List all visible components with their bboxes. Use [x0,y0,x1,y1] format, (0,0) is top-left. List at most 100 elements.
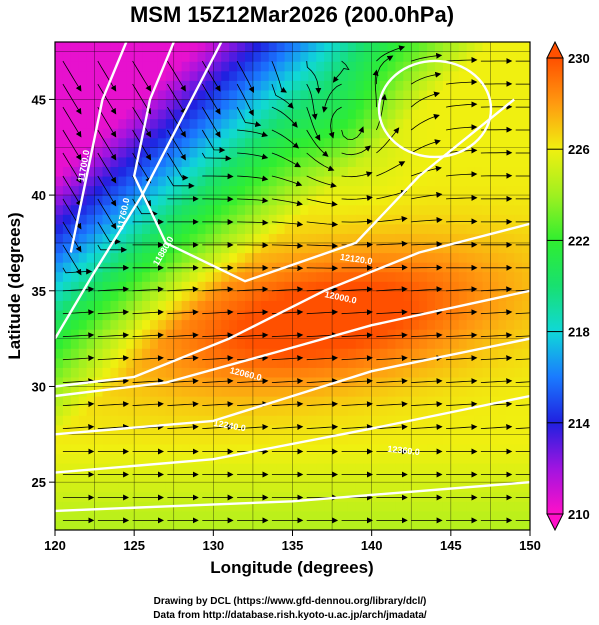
field-cell [260,118,270,129]
field-cell [371,396,381,407]
field-cell [157,300,167,311]
field-cell [173,89,183,101]
field-cell [118,242,127,254]
field-cell [292,482,302,493]
field-cell [142,214,151,225]
field-cell [55,300,64,311]
field-cell [522,482,530,493]
field-cell [229,61,238,72]
field-cell [110,242,119,254]
field-cell [221,405,230,416]
field-cell [102,329,112,340]
streamline-arrow [132,378,164,385]
field-cell [316,338,325,349]
field-cell [363,338,373,349]
field-cell [237,338,246,349]
field-cell [173,70,183,81]
field-cell [245,482,254,493]
field-cell [78,482,88,493]
field-cell [221,482,230,493]
field-cell [522,510,530,522]
field-cell [126,376,135,388]
field-cell [237,348,246,359]
field-cell [300,396,309,407]
field-cell [379,396,389,407]
field-cell [411,491,420,502]
field-cell [118,501,127,512]
field-cell [506,271,515,282]
field-cell [245,329,254,340]
field-cell [221,118,230,129]
field-cell [189,453,199,464]
field-cell [157,329,167,340]
streamline-arrow [62,309,95,316]
chart-title: MSM 15Z12Mar2026 (200.0hPa) [130,2,454,27]
field-cell [395,348,404,359]
field-cell [427,128,436,139]
streamline-arrow [62,332,95,339]
field-cell [347,51,357,62]
field-cell [102,128,112,139]
field-cell [62,99,72,110]
field-cell [522,51,530,62]
field-cell [466,386,476,397]
field-cell [55,42,64,53]
field-cell [292,434,302,445]
field-cell [411,453,420,464]
field-cell [371,405,381,416]
field-cell [332,300,341,311]
field-cell [157,510,167,522]
field-cell [237,405,246,416]
field-cell [102,89,112,101]
field-cell [474,338,484,349]
field-cell [347,223,357,234]
field-cell [284,223,294,234]
field-cell [252,376,262,388]
field-cell [435,233,444,244]
field-cell [126,242,135,254]
field-cell [435,156,444,167]
field-cell [490,453,499,464]
field-cell [221,51,230,62]
field-cell [506,472,515,483]
field-cell [252,175,262,187]
field-cell [252,491,262,502]
field-cell [157,472,167,483]
streamline-arrow [237,424,269,430]
field-cell [86,61,96,72]
field-cell [221,89,230,101]
field-cell [411,51,420,62]
field-cell [300,309,309,321]
field-cell [276,281,286,292]
field-cell [205,204,214,215]
field-cell [347,357,357,368]
field-cell [134,223,143,234]
field-cell [308,137,317,148]
field-cell [514,424,523,435]
field-cell [86,108,96,120]
field-cell [411,128,420,139]
field-cell [94,262,104,273]
field-cell [419,80,428,91]
field-cell [260,453,270,464]
field-cell [126,137,135,148]
field-cell [157,233,167,244]
field-cell [347,156,357,167]
streamline-arrow [306,61,322,94]
field-cell [522,319,530,330]
field-cell [466,329,476,340]
field-cell [355,396,365,407]
field-cell [458,309,468,321]
field-cell [308,51,317,62]
field-cell [197,118,207,129]
field-cell [94,99,104,110]
field-cell [347,99,357,110]
field-cell [126,329,135,340]
field-cell [157,166,167,177]
field-cell [126,405,135,416]
field-cell [490,147,499,158]
field-cell [482,281,492,292]
field-cell [181,156,191,167]
field-cell [411,214,420,225]
